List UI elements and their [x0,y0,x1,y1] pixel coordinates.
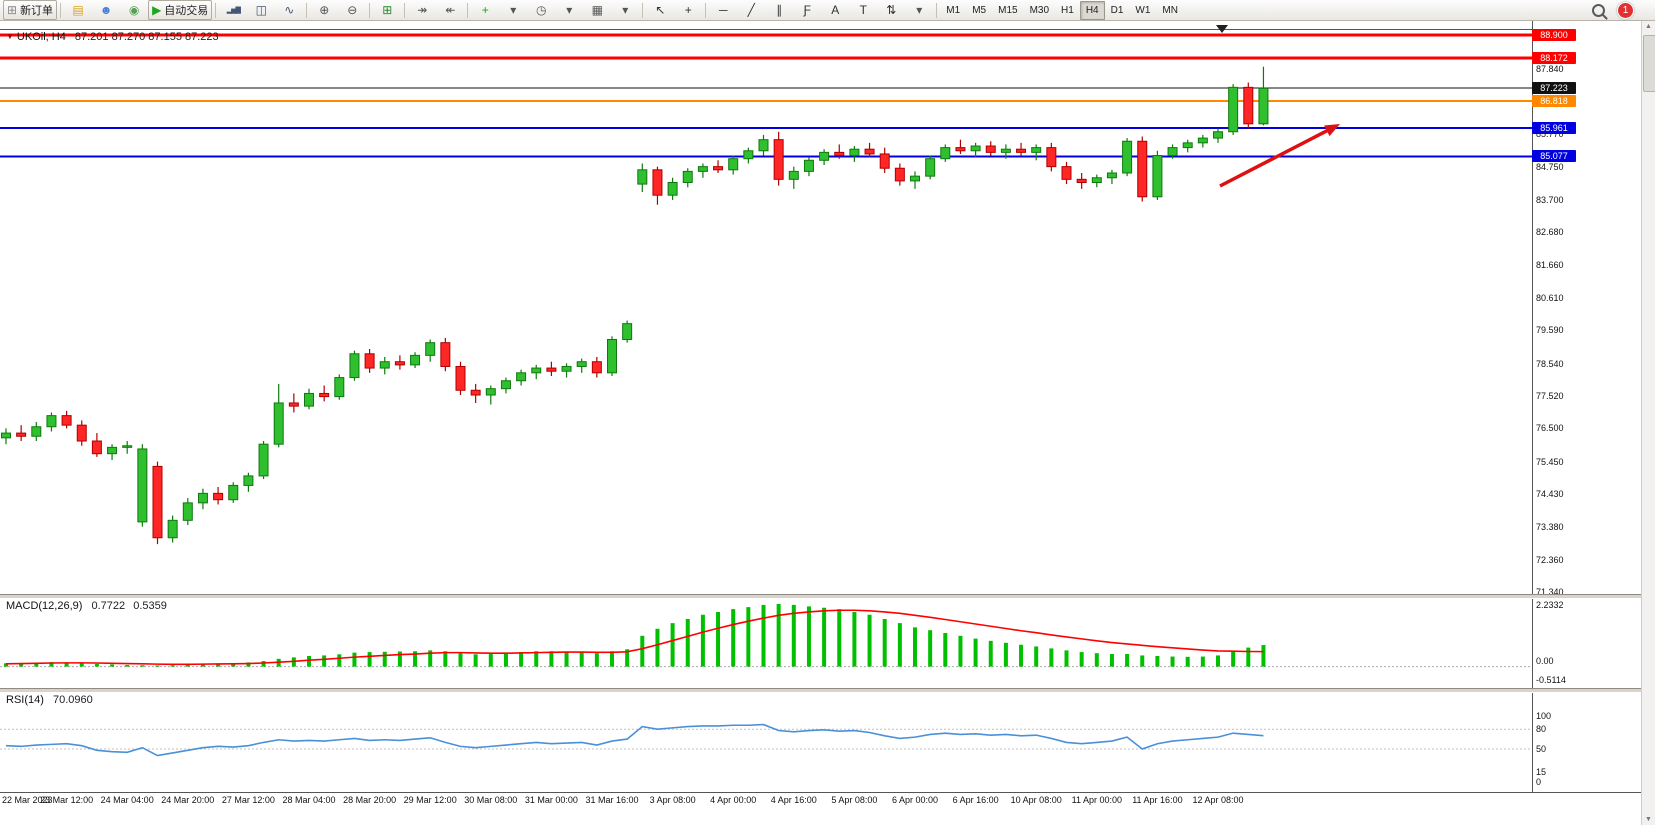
trendline-icon: ╱ [747,3,755,17]
chart-shift-button[interactable]: ↞ [436,0,464,20]
timeframe-button-h1[interactable]: H1 [1061,4,1074,16]
zoom-out-button[interactable]: ⊖ [338,0,366,20]
price-lines-layer [0,33,1532,158]
chevron-down-icon: ▾ [510,3,517,17]
trend-arrow-head[interactable] [1324,124,1340,137]
crosshair-icon: + [684,3,692,17]
toolbar-separator [642,2,644,18]
autotrading-button-label: 自动交易 [164,5,209,17]
tile-windows-icon: ⊞ [382,3,393,17]
timeframe-button-m15[interactable]: M15 [998,4,1018,16]
candlestick-chart-button[interactable]: ◫ [247,0,275,20]
timeframe-button-m30[interactable]: M30 [1029,4,1050,16]
channel-icon: ∥ [776,3,783,17]
channel-button[interactable]: ∥ [765,0,793,20]
trend-arrow[interactable] [1219,126,1334,188]
horizontal-line-button[interactable]: ─ [709,0,737,20]
toolbar: ⊞ 新订单 ▤ ☻ ◉ ▶ 自动交易 ▂▅▇ ◫ ∿ ⊕ ⊖ ⊞ ↠ ↞ + ▾ ◷ ▾ ▦ ▾ ↖ + ─ ╱ ∥ Ƒ A T ⇅ ▾ M1… [0,0,1655,21]
arrow-tools-icon: ⇅ [886,3,897,17]
new-order-button[interactable]: ⊞ 新订单 [3,0,58,20]
add-indicator-icon: + [481,3,489,17]
vertical-scrollbar[interactable]: ▲ ▼ [1641,21,1655,825]
candles-layer [1,66,1269,545]
sounds-button[interactable]: ◉ [120,0,148,20]
crosshair-button[interactable]: + [674,0,702,20]
toolbar-separator [369,2,371,18]
search-icon[interactable] [1592,3,1605,17]
autotrading-play-icon: ▶ [152,3,162,17]
toolbar-separator [404,2,406,18]
new-order-button-label: 新订单 [20,5,54,17]
cursor-button[interactable]: ↖ [646,0,674,20]
timeframe-button-m1[interactable]: M1 [946,4,961,16]
chart-shift-icon: ↞ [445,3,456,17]
macd-signal-line [5,609,1264,666]
sounds-icon: ◉ [128,3,140,17]
toolbar-right-group: 1 [1592,1,1652,19]
line-chart-button[interactable]: ∿ [275,0,303,20]
fibonacci-icon: Ƒ [803,3,811,17]
candlestick-icon: ◫ [255,3,267,17]
auto-scroll-button[interactable]: ↠ [408,0,436,20]
indicators-dropdown[interactable]: ▾ [499,0,527,20]
timeframe-button-w1[interactable]: W1 [1135,4,1151,16]
shapes-dropdown[interactable]: ▾ [905,0,933,20]
templates-dropdown[interactable]: ▾ [611,0,639,20]
text-label-icon: T [859,3,867,17]
scrollbar-thumb[interactable] [1643,35,1655,92]
toolbar-separator [306,2,308,18]
bar-chart-button[interactable]: ▂▅▇ [219,0,247,20]
autotrading-button[interactable]: ▶ 自动交易 [148,0,213,20]
template-icon: ▦ [591,3,603,17]
market-watch-button[interactable]: ▤ [64,0,92,20]
chevron-down-icon: ▾ [566,3,573,17]
toolbar-separator [936,2,938,18]
toolbar-separator [215,2,217,18]
scroll-down-button[interactable]: ▼ [1645,816,1652,823]
horizontal-line-icon: ─ [719,3,728,17]
auto-scroll-icon: ↠ [417,3,428,17]
fibonacci-button[interactable]: Ƒ [793,0,821,20]
chevron-down-icon: ▾ [916,3,923,17]
chevron-down-icon: ▾ [622,3,629,17]
trendline-button[interactable]: ╱ [737,0,765,20]
timeframe-button-mn[interactable]: MN [1162,4,1178,16]
periods-dropdown[interactable]: ▾ [555,0,583,20]
periods-button[interactable]: ◷ [527,0,555,20]
timeframe-button-h4[interactable]: H4 [1079,0,1105,20]
notification-badge[interactable]: 1 [1617,1,1634,19]
macd-histogram [4,604,1266,667]
clock-icon: ◷ [536,3,547,17]
down-marker-icon[interactable] [1216,25,1228,33]
toolbar-separator [467,2,469,18]
market-watch-icon: ▤ [72,3,84,17]
scroll-up-button[interactable]: ▲ [1645,23,1652,30]
text-button[interactable]: A [821,0,849,20]
zoom-in-icon: ⊕ [319,3,330,17]
data-window-icon: ☻ [99,3,113,17]
line-chart-icon: ∿ [284,3,295,17]
templates-button[interactable]: ▦ [583,0,611,20]
new-order-icon: ⊞ [7,3,18,17]
indicators-button[interactable]: + [471,0,499,20]
text-icon: A [831,3,840,17]
arrows-button[interactable]: ⇅ [877,0,905,20]
timeframe-button-d1[interactable]: D1 [1110,4,1124,16]
cursor-icon: ↖ [655,3,666,17]
data-window-button[interactable]: ☻ [92,0,120,20]
tile-windows-button[interactable]: ⊞ [373,0,401,20]
timeframe-button-m5[interactable]: M5 [972,4,987,16]
zoom-in-button[interactable]: ⊕ [310,0,338,20]
toolbar-separator [705,2,707,18]
bar-chart-icon: ▂▅▇ [226,6,241,14]
toolbar-separator [60,2,62,18]
label-button[interactable]: T [849,0,877,20]
zoom-out-icon: ⊖ [347,3,358,17]
rsi-line [5,723,1264,757]
